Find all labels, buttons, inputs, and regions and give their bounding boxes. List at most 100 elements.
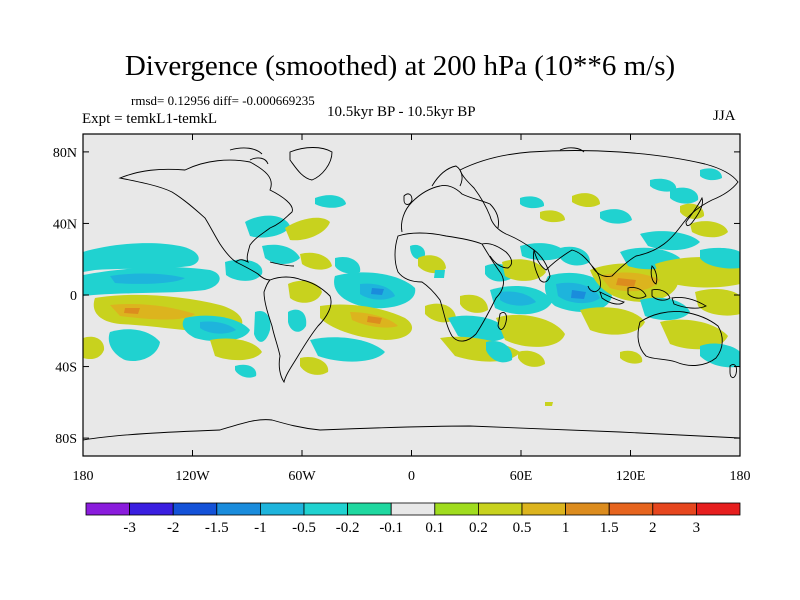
coastline-new-guinea [671,297,707,309]
divergence-anomaly-fields [83,168,740,406]
anomaly-region [425,303,456,323]
anomaly-region [660,319,728,350]
anomaly-region [235,364,257,378]
lat-tick-label: 0 [70,289,77,304]
colorbar-swatch [521,502,566,516]
colorbar-swatch [696,502,741,516]
anomaly-region [670,187,699,204]
anomaly-region [310,337,385,362]
coastline-indonesia-3 [651,289,671,301]
lat-tick-label: 80S [55,432,77,447]
anomaly-region [245,215,290,238]
anomaly-region [560,246,590,266]
anomaly-region [640,231,700,251]
anomaly-region [520,243,566,261]
anomaly-region [518,350,545,367]
coastline-caribbean [269,261,295,267]
anomaly-region [700,247,740,269]
colorbar-label: -0.2 [336,520,360,536]
colorbar-label: 2 [649,520,657,536]
anomaly-region [571,290,586,299]
anomaly-region [110,273,185,284]
anomaly-region [300,252,332,270]
colorbar-swatch [85,502,130,516]
anomaly-region [540,210,565,223]
anomaly-region [695,289,740,316]
plot-title: Divergence (smoothed) at 200 hPa (10**6 … [124,50,676,82]
anomaly-region [225,259,263,281]
coastline-madagascar [497,311,507,330]
anomaly-region [434,270,445,278]
lon-tick-label: 180 [730,469,751,484]
anomaly-region [580,307,645,335]
anomaly-region [335,256,361,274]
coastline-eurasia [459,150,739,277]
anomaly-region [500,291,536,306]
coastline-scandinavia [431,165,463,187]
anomaly-region [300,356,329,375]
season-label: JJA [713,108,736,124]
anomaly-region [460,294,488,313]
colorbar-swatch [390,502,436,516]
anomaly-region [200,321,236,334]
coastline-central-america [235,261,271,281]
anomaly-region [640,297,690,321]
coastline-uk [403,193,413,205]
coastline-new-zealand [729,363,737,379]
colorbar-swatch [477,502,523,516]
anomaly-region [124,308,140,314]
anomaly-region [108,329,160,362]
coastline-europe [401,185,499,233]
coastline-arabia [481,243,513,269]
experiment-label: Expt = temkL1-temkL [82,111,218,127]
colorbar-label: 1.5 [600,520,619,536]
coastline-africa [394,232,504,342]
lon-tick-label: 180 [73,469,94,484]
colorbar-swatch [129,502,174,516]
colorbar-swatch [565,502,610,516]
colorbar-label: -3 [123,520,136,536]
anomaly-region [616,278,636,287]
lat-tick-label: 40S [55,361,77,376]
colorbar-label: 0.1 [425,520,444,536]
coastline-indochina [587,265,601,293]
lat-tick-label: 80N [53,146,77,161]
lon-tick-label: 120W [175,469,210,484]
anomaly-region [288,309,307,332]
longitude-axis: 180 120W 60W 0 60E 120E 180 [73,134,751,484]
anomaly-region [520,196,545,209]
colorbar-label: 1 [562,520,570,536]
anomaly-region [502,259,546,281]
colorbar-swatch [259,502,305,516]
rmsd-diff-stats: rmsd= 0.12956 diff= -0.000669235 [131,93,315,108]
anomaly-region [367,316,382,324]
lon-tick-label: 0 [408,469,415,484]
anomaly-region [486,340,513,363]
anomaly-region [210,338,262,361]
period-label: 10.5kyr BP - 10.5kyr BP [327,104,476,120]
colorbar-label: 0.2 [469,520,488,536]
coastline-north-america [118,159,293,264]
anomaly-region [680,203,705,219]
coastline-indonesia-2 [627,287,647,299]
anomaly-region [496,314,565,347]
colorbar-label: -1 [254,520,267,536]
coastline-arctic-islands [229,147,585,165]
coastlines [83,147,740,441]
anomaly-region [620,350,643,364]
anomaly-region [254,310,271,342]
coastline-indonesia-1 [599,291,625,305]
coastline-australia [637,311,723,366]
anomaly-region [83,336,105,360]
colorbar-swatch [216,502,261,516]
anomaly-region [288,280,322,303]
anomaly-region [83,243,199,272]
coastline-japan [685,196,703,227]
lon-tick-label: 60W [288,469,316,484]
colorbar-label: 3 [693,520,701,536]
colorbar-swatch [652,502,697,516]
lon-tick-label: 60E [510,469,533,484]
anomaly-region [410,244,426,260]
colorbar: -3 -2 -1.5 -1 -0.5 -0.2 -0.1 0.1 0.2 0.5 1 1.5 2 3 [85,502,741,536]
